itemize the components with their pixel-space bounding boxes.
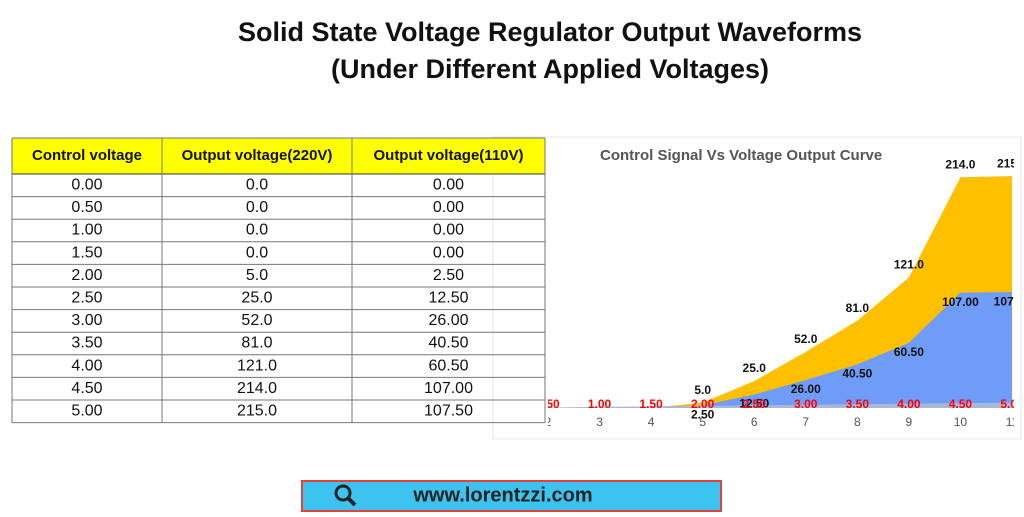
data-label: 2.50 xyxy=(743,397,767,411)
table-cell: 26.00 xyxy=(428,312,468,329)
table-cell: 0.00 xyxy=(433,177,464,194)
data-label: 3.00 xyxy=(794,397,818,411)
table-cell: 121.0 xyxy=(237,357,277,374)
x-tick-label: 6 xyxy=(751,415,758,429)
table: Control voltage Output voltage(220V) Outpu… xyxy=(11,137,546,424)
x-tick-label: 8 xyxy=(854,415,861,429)
subtitle: (Under Different Applied Voltages) xyxy=(331,54,769,84)
data-label: 214.0 xyxy=(945,157,975,171)
table-cell: 5.0 xyxy=(246,267,268,284)
data-label: 25.0 xyxy=(743,361,767,375)
data-label: 52.0 xyxy=(794,332,818,346)
x-tick-label: 5 xyxy=(699,415,706,429)
table-cell: 0.50 xyxy=(71,199,102,216)
table-cell: 0.0 xyxy=(246,177,268,194)
x-tick-label: 10 xyxy=(954,415,968,429)
data-label: 107.50 xyxy=(994,294,1024,308)
data-label: 26.00 xyxy=(791,382,821,396)
table-cell: 25.0 xyxy=(241,290,272,307)
data-label: 81.0 xyxy=(846,301,870,315)
table-cell: 1.00 xyxy=(71,222,102,239)
data-label: 40.50 xyxy=(842,367,872,381)
table-cell: 2.50 xyxy=(71,290,102,307)
table-cell: 2.50 xyxy=(433,267,464,284)
x-tick-label: 7 xyxy=(802,415,809,429)
data-label: 4.00 xyxy=(897,397,921,411)
search-icon xyxy=(334,484,352,502)
column-header: Control voltage xyxy=(32,147,142,164)
area xyxy=(548,292,1012,408)
header-row xyxy=(12,138,545,174)
chart: Control Signal Vs Voltage Output Curve 2 3… xyxy=(536,147,1024,429)
area xyxy=(548,402,1012,408)
url-text: www.lorentzzi.com xyxy=(412,484,592,506)
table-cell: 5.00 xyxy=(71,403,102,420)
table-cell: 0.0 xyxy=(246,244,268,261)
table-cell: 0.0 xyxy=(246,222,268,239)
data-label: 2.00 xyxy=(691,397,715,411)
table-cell: 0.00 xyxy=(71,177,102,194)
x-tick-label: 4 xyxy=(648,415,655,429)
table-cell: 3.50 xyxy=(71,335,102,352)
table-cell: 2.00 xyxy=(71,267,102,284)
table-cell: 81.0 xyxy=(241,335,272,352)
table-cell: 0.0 xyxy=(246,199,268,216)
table-cell: 40.50 xyxy=(428,335,468,352)
table-cell: 107.50 xyxy=(424,403,473,420)
data-label: 2.50 xyxy=(691,407,715,421)
table-cell: 214.0 xyxy=(237,380,277,397)
x-tick-label: 3 xyxy=(596,415,603,429)
search-icon-handle xyxy=(346,496,357,507)
data-label: 1.00 xyxy=(588,397,612,411)
x-tick-label: 11 xyxy=(1006,415,1019,429)
data-label: 1.50 xyxy=(639,397,663,411)
table-cell: 12.50 xyxy=(428,290,468,307)
table-cell: 4.50 xyxy=(71,380,102,397)
table-cell: 4.00 xyxy=(71,357,102,374)
data-label: 4.50 xyxy=(949,397,973,411)
title: Solid State Voltage Regulator Output Wav… xyxy=(238,17,862,47)
table-cell: 215.0 xyxy=(237,403,277,420)
table-cell: 52.0 xyxy=(241,312,272,329)
x-tick-label: 2 xyxy=(545,415,552,429)
chart-title: Control Signal Vs Voltage Output Curve xyxy=(600,147,882,164)
table-cell: 1.50 xyxy=(71,244,102,261)
url-bar[interactable] xyxy=(301,480,722,512)
data-label: 5.0 xyxy=(694,383,711,397)
data-label: 107.00 xyxy=(942,295,979,309)
column-header: Output voltage(110V) xyxy=(373,147,523,164)
x-tick-label: 9 xyxy=(906,415,913,429)
table-cell: 107.00 xyxy=(424,380,473,397)
table-cell: 60.50 xyxy=(428,357,468,374)
data-label: 60.50 xyxy=(894,345,924,359)
table-cell: 0.00 xyxy=(433,244,464,261)
plot-area: 2 3 4 5 6 7 8 9 10 11 5.0 25.0 52.0 81.0 121.0 214.0 215… xyxy=(536,156,1024,429)
data-label: 121.0 xyxy=(894,258,924,272)
table-cell: 3.00 xyxy=(71,312,102,329)
data-label: 0.50 xyxy=(536,397,560,411)
data-label: 3.50 xyxy=(846,397,870,411)
data-label: 12.50 xyxy=(739,397,769,411)
table-cell: 0.00 xyxy=(433,222,464,239)
column-header: Output voltage(220V) xyxy=(182,147,333,164)
table-cell: 0.00 xyxy=(433,199,464,216)
data-label: 5.00 xyxy=(1000,397,1024,411)
data-label: 215.0 xyxy=(997,156,1024,170)
